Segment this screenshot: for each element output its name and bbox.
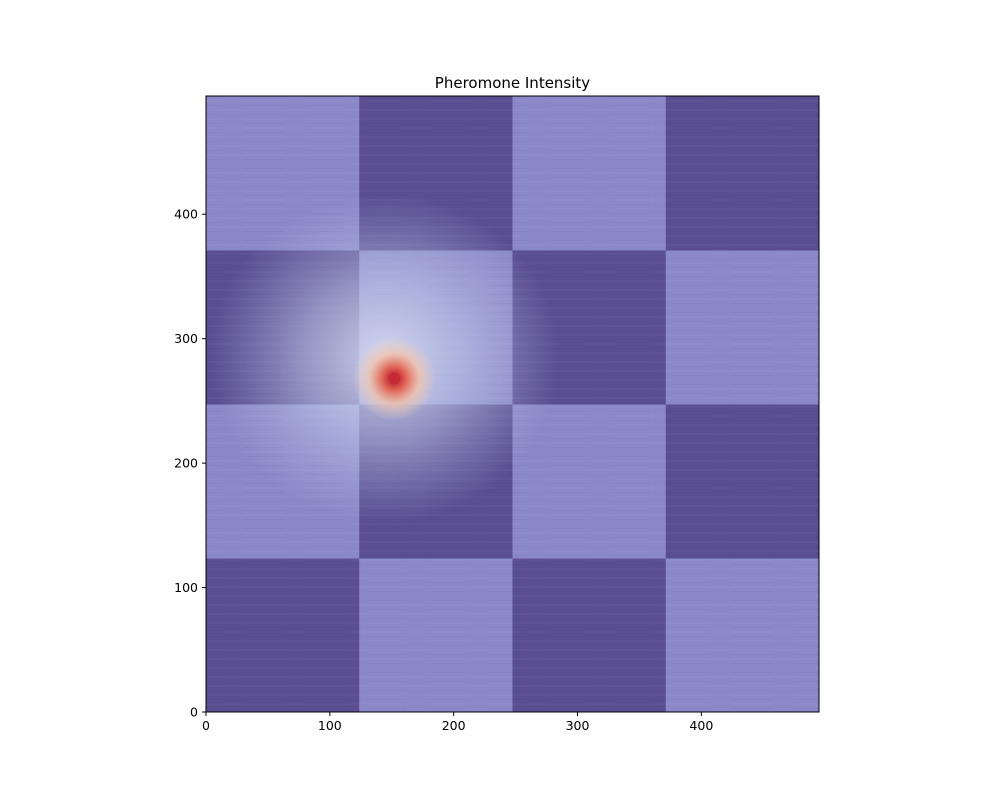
y-tick-label: 0 [190,705,198,720]
y-tick-label: 100 [174,580,198,595]
y-axis: 0 100 200 300 400 [174,207,206,720]
y-tick-label: 400 [174,207,198,222]
x-tick-label: 200 [442,718,466,733]
plot-area [206,96,819,712]
x-tick-label: 100 [318,718,342,733]
y-tick-label: 300 [174,331,198,346]
chart-title: Pheromone Intensity [435,74,590,92]
plot-frame [205,95,820,713]
x-tick-label: 300 [566,718,590,733]
x-tick-label: 400 [689,718,713,733]
x-tick-label: 0 [202,718,210,733]
pheromone-peak-core [388,372,401,385]
y-tick-label: 200 [174,456,198,471]
x-axis: 0 100 200 300 400 [202,712,713,733]
